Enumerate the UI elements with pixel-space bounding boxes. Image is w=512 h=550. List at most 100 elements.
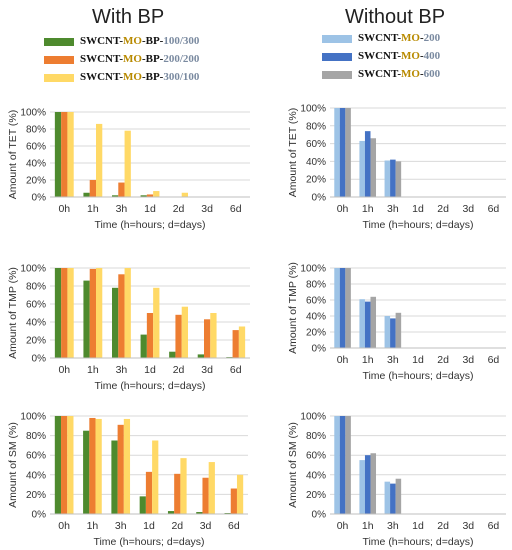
- x-tick-label: 3h: [387, 354, 399, 366]
- bar: [67, 416, 74, 514]
- y-axis-label: Amount of SM (%): [287, 422, 299, 508]
- y-axis-label: Amount of SM (%): [7, 422, 19, 508]
- y-tick-label: 20%: [306, 490, 326, 501]
- x-tick-label: 3d: [462, 520, 474, 532]
- bar: [54, 416, 62, 514]
- bar: [153, 287, 160, 358]
- y-tick-label: 20%: [26, 176, 46, 187]
- bar: [390, 159, 396, 197]
- bar: [112, 195, 119, 197]
- bar: [395, 312, 402, 348]
- bar: [146, 194, 154, 197]
- y-tick-label: 0%: [32, 354, 47, 365]
- x-tick-label: 3h: [116, 364, 128, 376]
- legend-swatch: [322, 35, 352, 43]
- bar: [89, 268, 96, 358]
- x-axis-label: Time (h=hours; d=days): [94, 380, 205, 392]
- left-column-title: With BP: [92, 6, 165, 28]
- bar: [174, 473, 181, 514]
- bar: [359, 140, 365, 197]
- bar: [230, 488, 237, 514]
- legend-swatch: [322, 71, 352, 79]
- bar: [334, 268, 340, 348]
- y-tick-label: 0%: [312, 193, 327, 204]
- y-tick-label: 60%: [306, 296, 326, 307]
- bar: [112, 287, 119, 358]
- bar: [339, 268, 346, 348]
- x-tick-label: 0h: [337, 203, 349, 215]
- bar: [236, 474, 244, 514]
- y-tick-label: 20%: [26, 336, 46, 347]
- bar: [370, 296, 377, 348]
- x-axis-label: Time (h=hours; d=days): [94, 219, 205, 231]
- y-tick-label: 40%: [306, 470, 326, 481]
- bar: [61, 416, 68, 514]
- bar: [54, 268, 62, 358]
- y-tick-label: 100%: [20, 264, 46, 275]
- x-tick-label: 3d: [462, 203, 474, 215]
- bar: [364, 301, 371, 348]
- bar: [61, 112, 68, 197]
- y-axis-label: Amount of TET (%): [287, 108, 299, 197]
- x-tick-label: 3h: [387, 203, 399, 215]
- bar: [395, 161, 402, 197]
- bar: [359, 299, 365, 348]
- legend-label: SWCNT-MO-600: [358, 68, 441, 80]
- y-tick-label: 40%: [306, 312, 326, 323]
- bar: [180, 458, 187, 514]
- legend-label: SWCNT-MO-BP-200/200: [80, 53, 200, 65]
- x-tick-label: 2d: [437, 520, 449, 532]
- y-tick-label: 100%: [20, 108, 46, 119]
- x-tick-label: 1h: [362, 203, 374, 215]
- bar: [345, 416, 351, 514]
- bar: [364, 455, 371, 514]
- bar: [140, 195, 147, 197]
- bar: [89, 417, 96, 514]
- bar: [145, 471, 153, 514]
- x-tick-label: 6d: [488, 520, 500, 532]
- legend-swatch: [44, 38, 74, 46]
- chart-with-bp-tmp: 0% 20% 40% 60% 80% 100% 0h 1h 3h 1d 2d 3d 6d Time (h=…: [7, 264, 250, 392]
- y-tick-label: 20%: [306, 328, 326, 339]
- y-tick-label: 80%: [26, 282, 46, 293]
- y-tick-label: 60%: [26, 300, 46, 311]
- y-tick-label: 60%: [26, 451, 46, 462]
- x-tick-label: 1d: [412, 520, 424, 532]
- x-axis-label: Time (h=hours; d=days): [362, 370, 473, 382]
- chart-with-bp-sm: 0% 20% 40% 60% 80% 100% 0h 1h 3h 1d 2d 3d 6d Time (h=…: [7, 412, 248, 548]
- bar: [67, 268, 74, 358]
- y-tick-label: 20%: [306, 175, 326, 186]
- bar: [390, 318, 396, 348]
- x-tick-label: 2d: [437, 203, 449, 215]
- x-tick-label: 6d: [488, 354, 500, 366]
- bar: [124, 130, 131, 197]
- right-column-title: Without BP: [345, 6, 446, 28]
- y-tick-label: 20%: [26, 490, 46, 501]
- x-axis-label: Time (h=hours; d=days): [362, 536, 473, 548]
- x-tick-label: 3h: [387, 520, 399, 532]
- x-tick-label: 3d: [201, 203, 213, 215]
- bar: [167, 511, 175, 514]
- x-tick-label: 2d: [173, 203, 185, 215]
- bar: [169, 351, 176, 358]
- bar: [384, 316, 391, 348]
- y-tick-label: 80%: [26, 125, 46, 136]
- y-tick-label: 100%: [300, 104, 326, 115]
- bar: [140, 334, 147, 358]
- bar: [175, 314, 182, 358]
- x-tick-label: 0h: [58, 520, 70, 532]
- bar: [390, 483, 396, 514]
- y-tick-label: 100%: [20, 412, 46, 423]
- bar: [96, 123, 103, 197]
- legend-swatch: [44, 56, 74, 64]
- y-tick-label: 40%: [26, 470, 46, 481]
- bar: [370, 453, 377, 514]
- y-tick-label: 80%: [306, 431, 326, 442]
- x-tick-label: 1h: [362, 520, 374, 532]
- x-tick-label: 0h: [58, 203, 70, 215]
- x-axis-label: Time (h=hours; d=days): [93, 536, 204, 548]
- y-tick-label: 100%: [300, 412, 326, 423]
- y-tick-label: 60%: [306, 451, 326, 462]
- y-tick-label: 40%: [26, 159, 46, 170]
- y-tick-label: 60%: [306, 139, 326, 150]
